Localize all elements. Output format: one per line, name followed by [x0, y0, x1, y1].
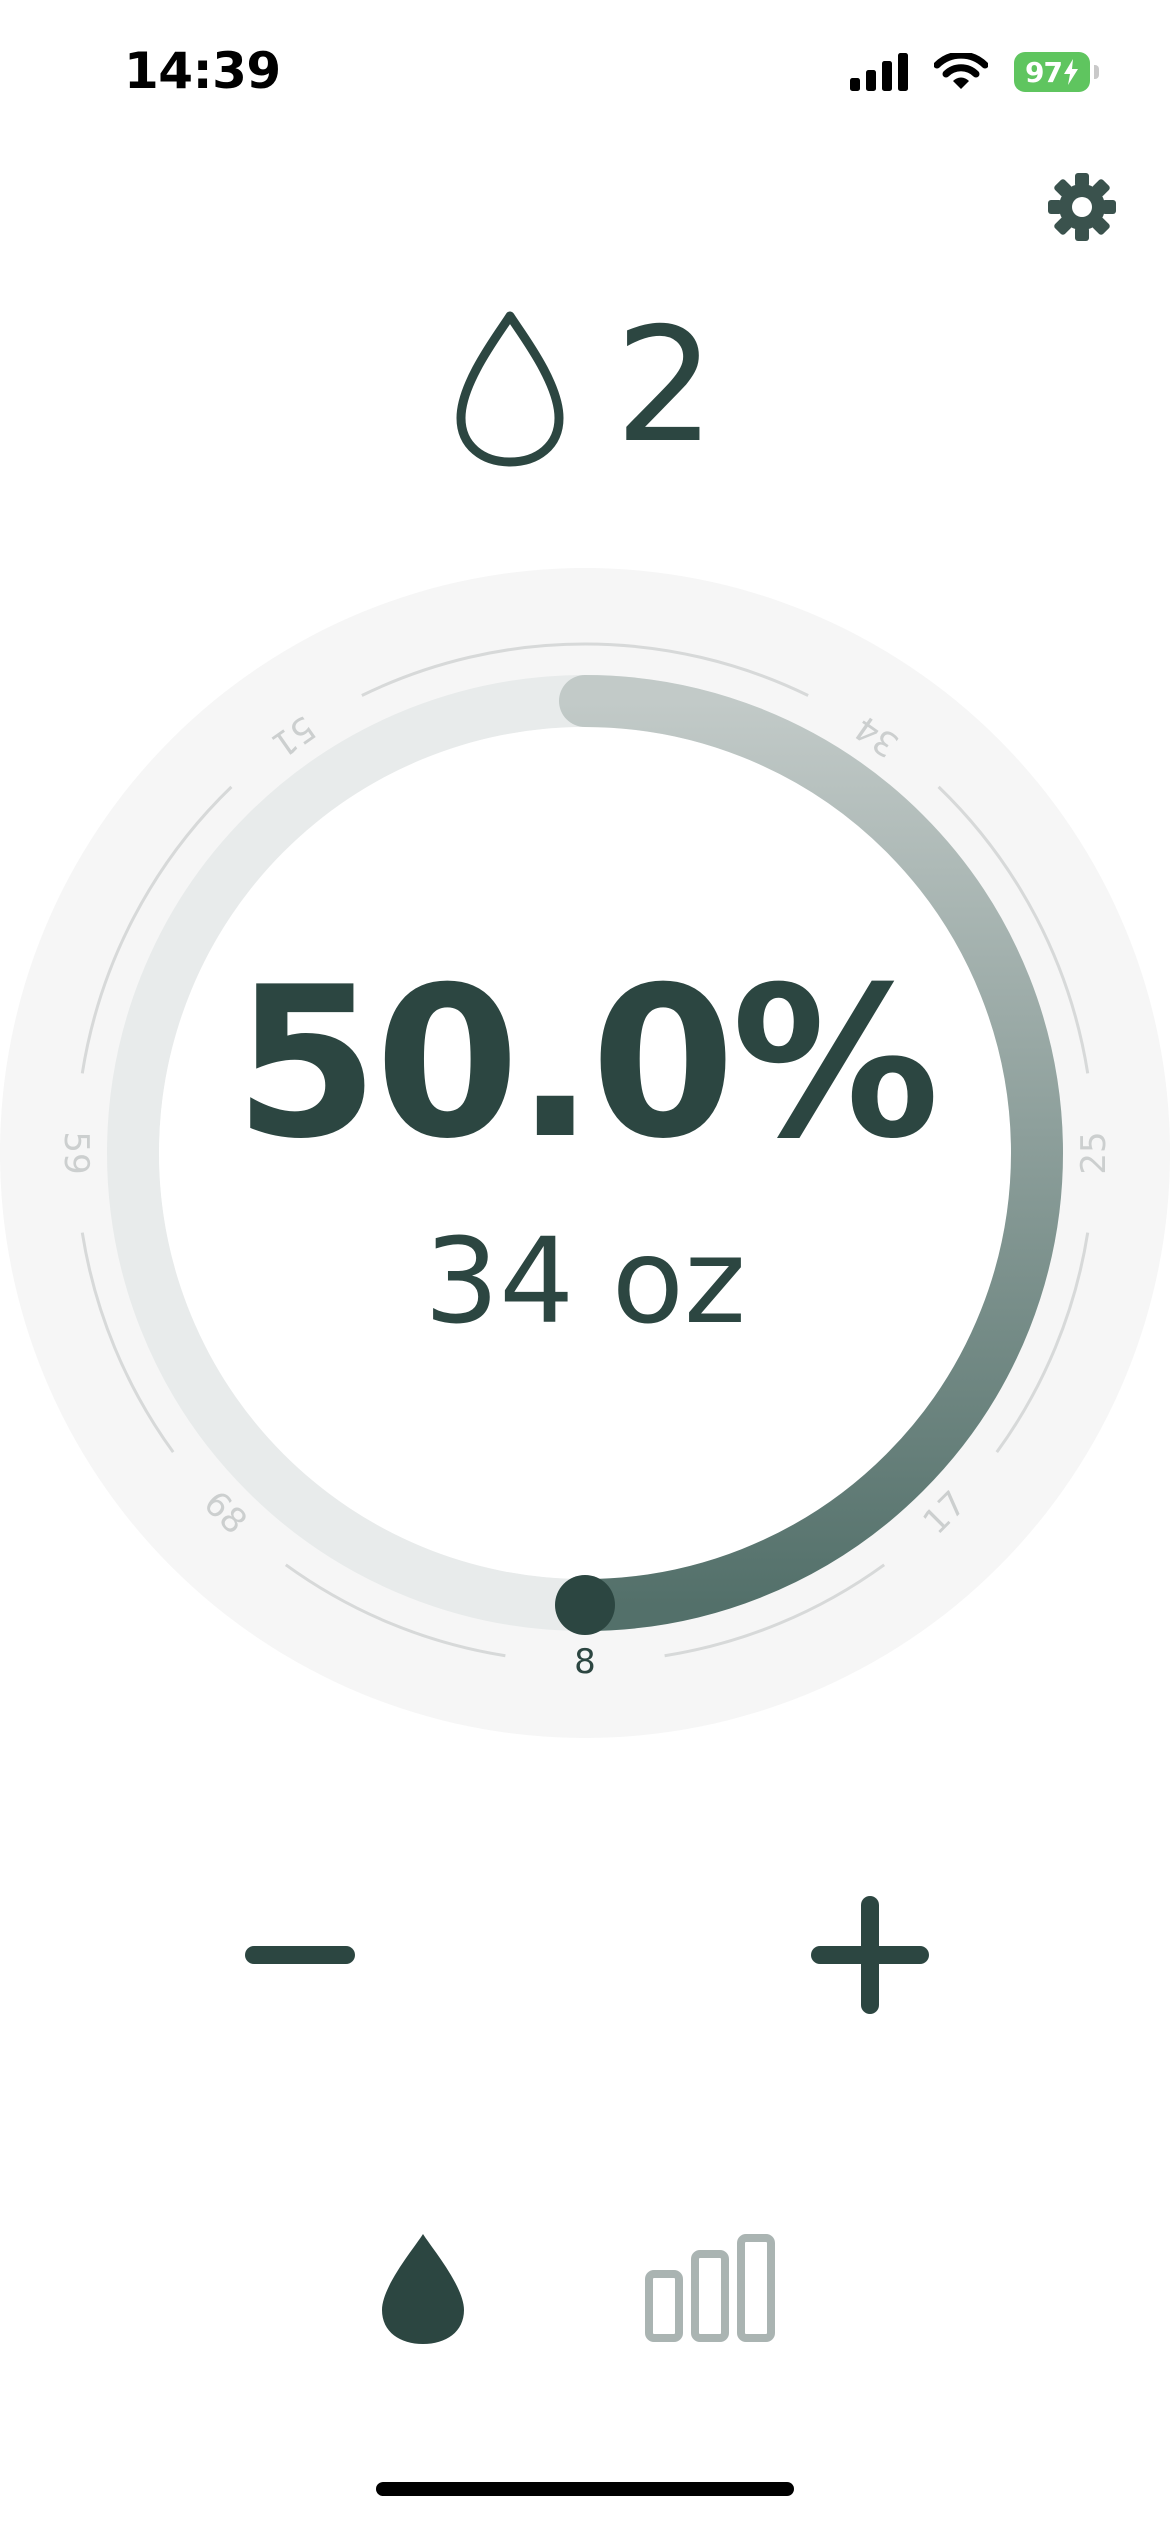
gear-icon — [1048, 173, 1116, 241]
cellular-signal-icon — [850, 53, 908, 91]
tab-intake[interactable] — [378, 2230, 468, 2348]
battery-nub — [1094, 65, 1099, 79]
scale-arcs — [80, 642, 1090, 1658]
water-drop-outline-icon — [456, 311, 564, 467]
battery-level: 97 — [1025, 55, 1063, 89]
scale-label-25: 25 — [1074, 1131, 1114, 1174]
scale-arc-segment — [80, 785, 233, 1074]
progress-arc — [559, 675, 1063, 1631]
battery-charging-icon: 97 — [1014, 52, 1099, 92]
scale-arc-segment — [664, 1563, 886, 1658]
amount-text: 34 oz — [424, 1212, 746, 1350]
status-icons: 97 — [850, 52, 1099, 92]
status-time: 14:39 — [124, 42, 281, 100]
progress-knob[interactable] — [555, 1575, 615, 1635]
scale-arc-segment — [284, 1563, 506, 1658]
bar-chart-icon — [645, 2234, 775, 2342]
scale-arc-segment — [937, 785, 1090, 1074]
dial-inner-face — [159, 727, 1011, 1579]
settings-button[interactable] — [1047, 172, 1117, 242]
scale-label-59: 59 — [56, 1131, 96, 1174]
glass-count: 2 — [614, 294, 716, 478]
tab-statistics[interactable] — [640, 2232, 780, 2344]
scale-arc-segment — [80, 1232, 175, 1454]
minus-icon — [245, 1946, 355, 1964]
percent-text: 50.0% — [234, 943, 940, 1185]
charging-bolt-icon — [1063, 59, 1078, 85]
water-drop-filled-icon — [382, 2234, 464, 2344]
scale-arc-segment — [361, 642, 809, 697]
glass-counter: 2 — [0, 294, 1170, 478]
scale-arc-segment — [995, 1232, 1090, 1454]
wifi-icon — [934, 53, 988, 89]
increase-button[interactable] — [800, 1890, 940, 2020]
plus-icon — [811, 1896, 929, 2014]
home-indicator[interactable] — [376, 2482, 794, 2496]
scale-label-8: 8 — [574, 1642, 596, 1682]
decrease-button[interactable] — [230, 1900, 370, 2010]
